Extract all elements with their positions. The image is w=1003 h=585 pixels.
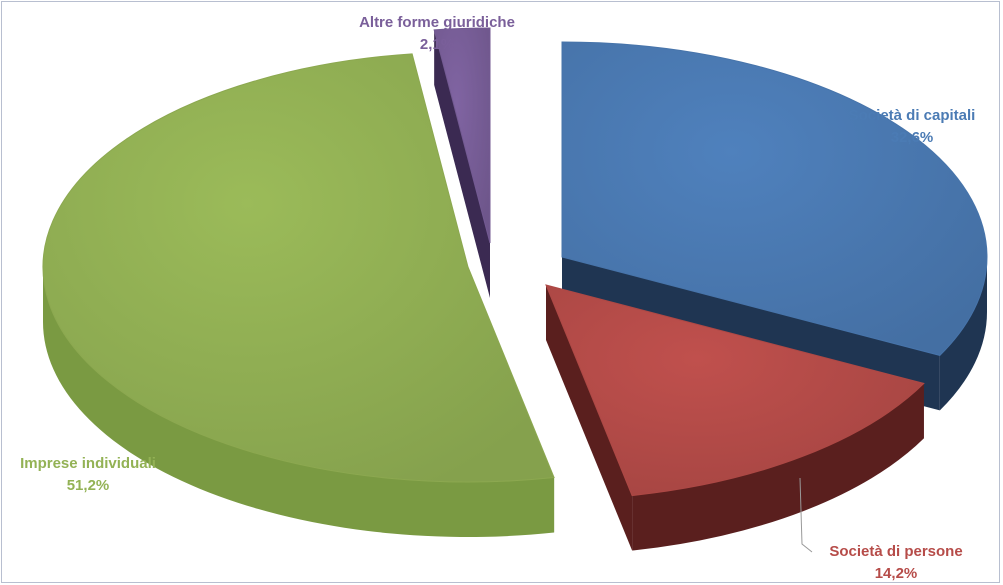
pie-slice-side [632, 383, 924, 551]
leader-line [799, 477, 813, 553]
pie-slice-side [939, 257, 987, 411]
slice-value-label: 51,2% [67, 477, 110, 494]
pie-slice-2 [42, 53, 555, 537]
pie-slice-top [561, 41, 988, 356]
pie-slice-1 [545, 284, 925, 551]
slice-value-label: 14,2% [875, 565, 918, 582]
slice-value-label: 32,6% [891, 129, 934, 146]
slice-value-label: 2,1% [420, 36, 454, 53]
slice-label: Altre forme giuridiche [359, 14, 515, 31]
pie-slice-side [43, 267, 555, 537]
pie-slice-3 [433, 27, 491, 298]
slice-label: Società di persone [829, 543, 962, 560]
slice-label: Imprese individuali [20, 455, 156, 472]
pie-slice-top [545, 284, 925, 497]
pie-slice-top [42, 53, 555, 483]
slice-label: Società di capitali [849, 107, 976, 124]
pie-slice-wall [434, 29, 490, 298]
pie-slice-top [433, 27, 491, 244]
pie-slice-wall [546, 285, 633, 551]
